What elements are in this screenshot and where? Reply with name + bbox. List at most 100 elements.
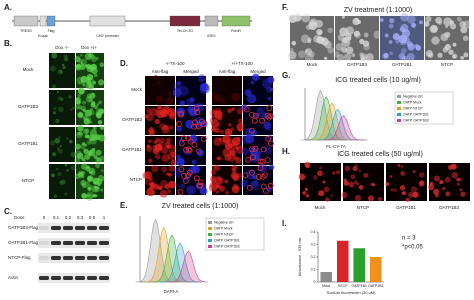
cell (231, 168, 237, 173)
cell (53, 194, 58, 198)
cell (168, 144, 178, 154)
cell (224, 128, 233, 136)
cell (388, 23, 394, 29)
cell (148, 139, 152, 144)
cell (79, 64, 86, 70)
cell (211, 93, 220, 101)
cell (361, 57, 365, 61)
construct-element (221, 15, 251, 27)
cell (86, 65, 94, 73)
cell (77, 105, 83, 110)
cell (57, 148, 63, 154)
label: Tet-On 3G (177, 29, 193, 33)
cell (77, 112, 84, 118)
cell (178, 111, 184, 118)
cell (245, 156, 252, 163)
cell (456, 182, 461, 186)
band (99, 276, 109, 280)
label: ZV treated cells (1:1000) (162, 203, 239, 210)
label: OATP1B1 (396, 205, 416, 210)
cell (419, 20, 423, 25)
cell (85, 96, 93, 103)
construct-element (204, 15, 219, 27)
cell (308, 51, 315, 58)
cell (95, 56, 100, 61)
bar (353, 248, 366, 282)
cell (397, 164, 401, 167)
cell (310, 25, 315, 29)
cell (408, 191, 415, 198)
cell (229, 149, 236, 156)
cell (93, 154, 98, 159)
cell (193, 105, 200, 112)
cell (91, 185, 99, 193)
cell (428, 184, 435, 191)
cell (251, 117, 258, 124)
cell (210, 119, 219, 128)
label: E. (120, 201, 128, 210)
cell (222, 134, 231, 144)
band (87, 276, 97, 280)
cell (156, 81, 162, 86)
label: TRE3G (20, 29, 32, 33)
cell (400, 48, 407, 54)
cell (265, 135, 272, 142)
label: IRES (207, 34, 216, 38)
cell (199, 83, 210, 94)
cell (86, 193, 90, 198)
cell (77, 94, 81, 98)
cell (250, 154, 256, 161)
cell (256, 107, 264, 115)
cell (82, 108, 86, 112)
cell (81, 174, 85, 179)
cell (407, 43, 415, 51)
blot (38, 273, 110, 283)
cell (100, 158, 105, 163)
cell (343, 53, 352, 61)
band (39, 226, 49, 230)
cell (332, 171, 336, 175)
cell (339, 27, 349, 37)
label: Dox -/- (55, 45, 69, 50)
cell (155, 138, 161, 143)
cell (249, 146, 255, 153)
cell (463, 52, 469, 58)
label: Dox +/+ (81, 45, 97, 50)
cell (411, 22, 417, 28)
cell (81, 192, 88, 199)
cell (460, 55, 465, 60)
cell (178, 166, 185, 173)
cell (159, 137, 165, 144)
cell (452, 53, 458, 59)
x-tick-label: NTCP (338, 284, 348, 288)
cell (400, 12, 409, 22)
cell (57, 69, 63, 75)
cell (424, 21, 430, 27)
cell (336, 54, 345, 62)
band (51, 241, 61, 245)
cell (148, 129, 155, 136)
cell (236, 122, 245, 132)
cell (264, 157, 271, 163)
cell (176, 157, 185, 167)
cell (317, 193, 321, 196)
legend (205, 217, 265, 251)
label: OATP Mock (403, 100, 422, 104)
cell (225, 190, 230, 195)
histogram-curve (306, 96, 347, 141)
histogram-curve (135, 218, 176, 283)
cell (189, 97, 195, 103)
cell (353, 180, 358, 185)
cell (76, 76, 84, 84)
cell (59, 97, 64, 102)
label: -/-TX-100 (165, 61, 185, 66)
cell (74, 56, 81, 63)
cell (318, 190, 325, 197)
cell (406, 52, 415, 61)
cell (448, 49, 454, 55)
band (63, 276, 73, 280)
cell (264, 112, 271, 119)
cell (249, 153, 259, 163)
y-tick-label: 0.3 (311, 242, 316, 246)
cell (363, 43, 371, 51)
